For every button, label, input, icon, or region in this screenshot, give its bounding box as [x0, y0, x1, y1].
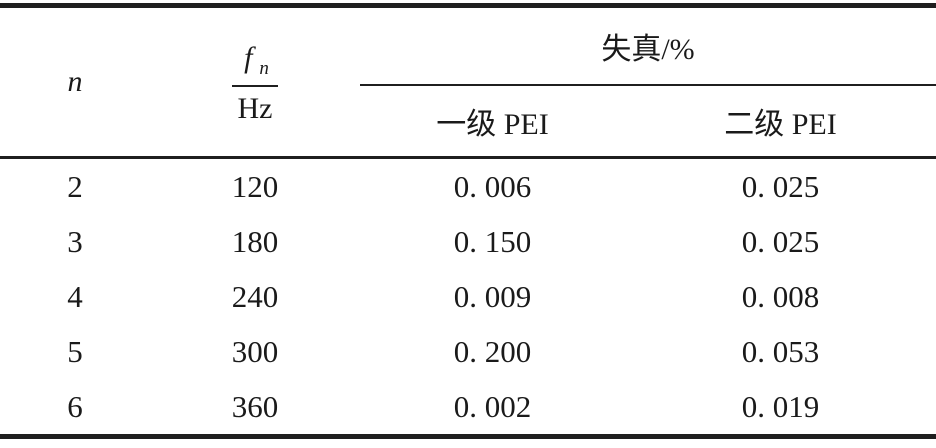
- cell-frequency: 120: [231, 168, 279, 204]
- cell-frequency: 240: [231, 278, 279, 314]
- cell-pei2: 0. 025: [741, 168, 820, 204]
- col-header-pei-level2: 二级 PEI: [625, 85, 936, 159]
- cell-pei1: 0. 150: [453, 223, 532, 259]
- table-body: 2 120 0. 006 0. 025 3 180 0. 150 0. 025 …: [0, 158, 936, 437]
- table-row: 3 180 0. 150 0. 025: [0, 214, 936, 269]
- cell-n: 4: [67, 278, 83, 314]
- freq-unit: Hz: [237, 91, 273, 125]
- table-row: 2 120 0. 006 0. 025: [0, 158, 936, 215]
- freq-symbol: f: [244, 40, 253, 74]
- header-row-sub: 一级 PEI 二级 PEI: [0, 85, 936, 159]
- cell-pei1: 0. 006: [453, 168, 532, 204]
- cell-frequency: 360: [231, 388, 279, 424]
- cell-frequency: 300: [231, 333, 279, 369]
- cell-n: 5: [67, 333, 83, 369]
- col-header-pei-level1: 一级 PEI: [360, 85, 625, 159]
- cell-pei1: 0. 200: [453, 333, 532, 369]
- cell-n: 6: [67, 388, 83, 424]
- cell-n: 3: [67, 223, 83, 259]
- table-row: 5 300 0. 200 0. 053: [0, 324, 936, 379]
- cell-pei2: 0. 019: [741, 388, 820, 424]
- col-header-distortion: 失真/%: [360, 5, 936, 86]
- cell-n: 2: [67, 168, 83, 204]
- cell-frequency: 180: [231, 223, 279, 259]
- table-row: 4 240 0. 009 0. 008: [0, 269, 936, 324]
- cell-pei2: 0. 008: [741, 278, 820, 314]
- cell-pei2: 0. 025: [741, 223, 820, 259]
- table-row: 6 360 0. 002 0. 019: [0, 379, 936, 437]
- cell-pei1: 0. 002: [453, 388, 532, 424]
- freq-subscript: n: [259, 57, 269, 79]
- cell-pei2: 0. 053: [741, 333, 820, 369]
- col-header-n: n: [0, 5, 150, 159]
- cell-pei1: 0. 009: [453, 278, 532, 314]
